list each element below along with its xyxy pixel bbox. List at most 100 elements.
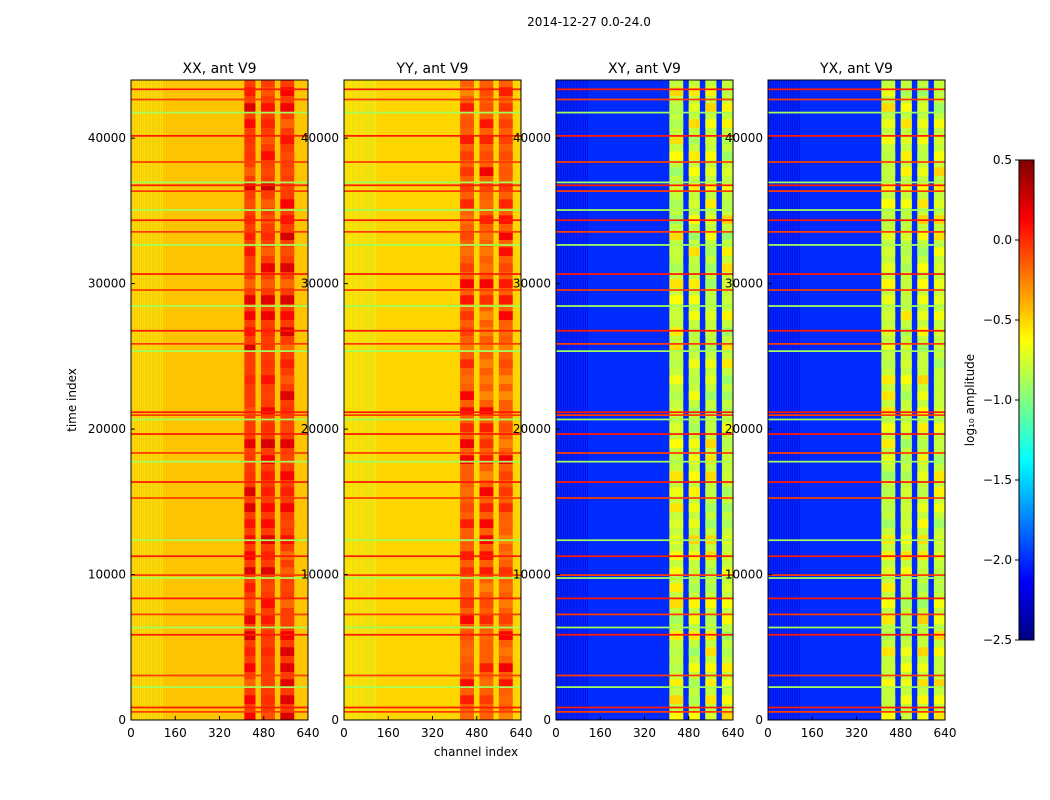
- flagged-row: [131, 597, 308, 600]
- flagged-row: [344, 613, 521, 616]
- rfi-band-cell: [881, 279, 896, 288]
- rfi-band-cell: [721, 471, 733, 480]
- rfi-band-cell: [498, 263, 513, 272]
- rfi-band-cell: [881, 167, 896, 176]
- flagged-row: [556, 539, 733, 542]
- rfi-band-cell: [900, 503, 912, 512]
- rfi-band-cell: [479, 295, 494, 304]
- channel-stripe: [573, 80, 575, 720]
- flagged-row: [344, 181, 521, 184]
- rfi-band-cell: [705, 423, 717, 432]
- rfi-band-cell: [669, 503, 684, 512]
- rfi-band-cell: [900, 439, 912, 448]
- channel-stripe: [567, 80, 569, 720]
- flagged-row: [768, 674, 945, 677]
- rfi-band-cell: [933, 375, 945, 384]
- rfi-band-cell: [688, 311, 700, 320]
- rfi-band-cell: [721, 135, 733, 144]
- rfi-band-cell: [280, 615, 295, 624]
- rfi-band-cell: [688, 359, 700, 368]
- rfi-band-cell: [917, 103, 929, 112]
- channel-stripe: [586, 80, 589, 720]
- rfi-band-cell: [688, 375, 700, 384]
- rfi-band-cell: [688, 263, 700, 272]
- flagged-row: [768, 230, 945, 233]
- rfi-band-cell: [260, 199, 275, 208]
- rfi-band-cell: [669, 183, 684, 192]
- flagged-row: [344, 289, 521, 291]
- flagged-row: [768, 418, 945, 421]
- rfi-band-cell: [917, 183, 929, 192]
- flagged-row: [344, 305, 521, 307]
- flagged-row: [131, 111, 308, 114]
- channel-stripe: [133, 80, 135, 720]
- rfi-band-cell: [460, 615, 474, 624]
- rfi-band-cell: [498, 663, 513, 672]
- rfi-band-cell: [260, 455, 275, 464]
- rfi-band-cell: [479, 519, 494, 528]
- rfi-band-cell: [460, 455, 474, 464]
- rfi-band-cell: [260, 647, 275, 656]
- channel-stripe: [790, 80, 792, 720]
- flagged-row: [768, 88, 945, 91]
- rfi-band-cell: [479, 487, 494, 496]
- rfi-band-cell: [280, 423, 295, 432]
- rfi-band-cell: [917, 343, 929, 352]
- rfi-band-cell: [933, 183, 945, 192]
- rfi-band-cell: [669, 439, 684, 448]
- flagged-row: [131, 481, 308, 483]
- rfi-band-cell: [498, 583, 513, 592]
- channel-stripe: [569, 80, 571, 720]
- rfi-band-cell: [881, 519, 896, 528]
- rfi-band-cell: [260, 599, 275, 608]
- rfi-band-cell: [933, 199, 945, 208]
- rfi-band-cell: [917, 567, 929, 576]
- rfi-band-cell: [721, 263, 733, 272]
- rfi-band-cell: [933, 279, 945, 288]
- rfi-band-cell: [244, 519, 256, 528]
- channel-stripe: [363, 80, 366, 720]
- channel-stripe: [796, 80, 798, 720]
- rfi-band-cell: [933, 503, 945, 512]
- rfi-band-cell: [705, 679, 717, 688]
- rfi-band-cell: [460, 503, 474, 512]
- rfi-band-cell: [498, 503, 513, 512]
- rfi-band-cell: [280, 231, 295, 240]
- rfi-band-cell: [498, 279, 513, 288]
- rfi-band-cell: [688, 583, 700, 592]
- x-tick-label: 640: [722, 726, 745, 740]
- rfi-band-cell: [460, 663, 474, 672]
- channel-stripe: [792, 80, 794, 720]
- rfi-band-cell: [933, 599, 945, 608]
- channel-stripe: [571, 80, 573, 720]
- rfi-band-cell: [933, 663, 945, 672]
- channel-stripe: [794, 80, 796, 720]
- rfi-band-cell: [688, 87, 700, 96]
- rfi-band-cell: [244, 711, 256, 720]
- rfi-band-cell: [705, 503, 717, 512]
- rfi-band-cell: [498, 567, 513, 576]
- channel-stripe: [798, 80, 801, 720]
- heatmap-panel: YY, ant V9 0 160 320 480 640 0 10000 20000 30000 4…: [301, 61, 533, 740]
- rfi-band-cell: [244, 439, 256, 448]
- heatmap-panels: XX, ant V9 0 160 320 480 640 0 10000 20000 30000 4…: [88, 61, 957, 740]
- rfi-band-cell: [705, 583, 717, 592]
- flagged-row: [768, 539, 945, 542]
- flagged-row: [344, 219, 521, 222]
- flagged-row: [344, 184, 521, 187]
- rfi-band-cell: [669, 583, 684, 592]
- rfi-band-cell: [688, 423, 700, 432]
- rfi-band-cell: [669, 263, 684, 272]
- rfi-band-cell: [479, 135, 494, 144]
- rfi-band-cell: [498, 151, 513, 160]
- rfi-band-cell: [280, 439, 295, 448]
- rfi-band-cell: [460, 183, 474, 192]
- channel-stripe: [350, 80, 352, 720]
- rfi-band-cell: [705, 455, 717, 464]
- rfi-band-cell: [479, 343, 494, 352]
- rfi-band-cell: [498, 423, 513, 432]
- rfi-band-cell: [705, 615, 717, 624]
- channel-stripe: [155, 80, 157, 720]
- colorbar-tick-label: −0.5: [983, 313, 1012, 327]
- heatmap-panel: XY, ant V9 0 160 320 480 640 0 10000 20000 30000 4…: [513, 61, 745, 740]
